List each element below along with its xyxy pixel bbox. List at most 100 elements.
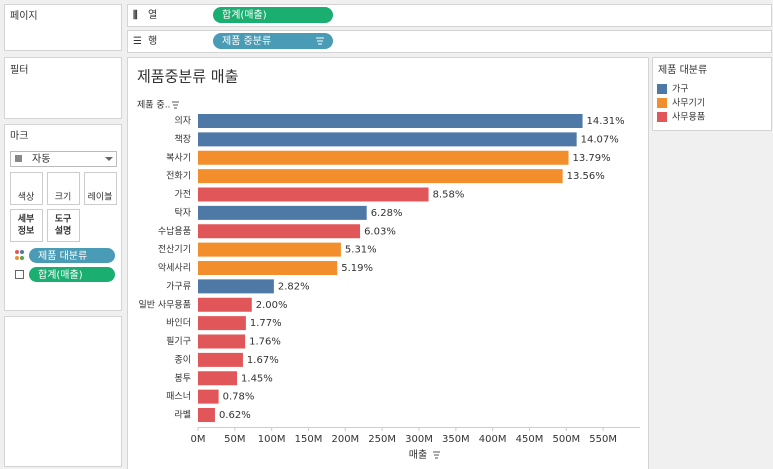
bar xyxy=(198,187,429,202)
bar xyxy=(198,169,563,184)
data-label: 13.56% xyxy=(567,171,605,182)
mark-button-label: 색상 xyxy=(18,192,35,203)
sort-icon xyxy=(433,451,440,459)
data-label: 14.07% xyxy=(581,134,619,145)
label-pill[interactable] xyxy=(29,267,115,282)
y-tick-label: 악세사리 xyxy=(158,262,191,274)
legend-card xyxy=(652,57,772,131)
legend-swatch xyxy=(657,98,667,108)
rows-label: 행 xyxy=(148,35,157,47)
mark-button-label: 크기 xyxy=(55,192,72,203)
mark-button-label: 도구 xyxy=(55,214,72,225)
mark-button[interactable] xyxy=(84,172,117,205)
legend-label: 사무기기 xyxy=(672,98,705,109)
data-label: 2.82% xyxy=(278,281,310,292)
color-icon xyxy=(20,250,24,254)
bar xyxy=(198,242,341,257)
columns-label: 열 xyxy=(148,9,157,21)
data-label: 6.28% xyxy=(371,208,403,219)
bar xyxy=(198,150,569,165)
rows-pill-label: 제품 중분류 xyxy=(222,35,271,47)
bar xyxy=(198,408,215,422)
data-label: 5.19% xyxy=(341,263,373,274)
columns-icon: ⫼ xyxy=(133,9,138,21)
rows-pill[interactable] xyxy=(213,33,333,49)
data-label: 1.67% xyxy=(247,355,279,366)
mark-button[interactable] xyxy=(47,209,80,242)
legend-label: 가구 xyxy=(672,84,689,95)
columns-pill[interactable] xyxy=(213,7,333,23)
data-label: 8.58% xyxy=(433,190,465,201)
row-header: 제품 중.. xyxy=(137,100,170,111)
sort-icon xyxy=(316,37,324,45)
marks-label: 마크 xyxy=(10,130,28,142)
y-tick-label: 탁자 xyxy=(174,206,191,218)
empty-card xyxy=(4,316,122,467)
y-tick-label: 가구류 xyxy=(166,281,191,292)
y-tick-label: 책장 xyxy=(174,133,191,145)
data-label: 1.76% xyxy=(249,337,281,348)
y-tick-label: 종이 xyxy=(174,354,191,365)
data-label: 1.77% xyxy=(250,318,282,329)
pages-card xyxy=(4,4,122,51)
data-label: 14.31% xyxy=(587,116,625,127)
bar xyxy=(198,352,243,367)
bar xyxy=(198,371,238,386)
mark-button-label: 정보 xyxy=(18,225,35,237)
bar xyxy=(198,297,252,312)
x-tick-label: 150M xyxy=(295,434,323,445)
x-tick-label: 0M xyxy=(191,434,206,445)
color-icon xyxy=(15,256,19,260)
mark-type-icon xyxy=(15,155,22,162)
y-tick-label: 전화기 xyxy=(166,171,191,182)
y-tick-label: 라벨 xyxy=(174,410,191,421)
sort-icon xyxy=(172,101,179,109)
color-pill[interactable] xyxy=(29,248,115,263)
y-tick-label: 수납용품 xyxy=(158,226,191,237)
filters-label: 필터 xyxy=(10,64,28,76)
y-tick-label: 복사기 xyxy=(166,152,191,163)
x-tick-label: 550M xyxy=(589,434,617,445)
mark-button[interactable] xyxy=(47,172,80,205)
data-label: 5.31% xyxy=(345,245,377,256)
mark-button[interactable] xyxy=(10,209,43,242)
color-pill-label: 제품 대분류 xyxy=(38,250,87,262)
bar xyxy=(198,389,219,404)
data-label: 13.79% xyxy=(573,153,611,164)
mark-type: 자동 xyxy=(32,153,50,165)
bar xyxy=(198,224,361,239)
y-tick-label: 의자 xyxy=(174,116,191,127)
x-tick-label: 200M xyxy=(331,434,359,445)
legend-label: 사무용품 xyxy=(672,112,705,123)
data-label: 2.00% xyxy=(256,300,288,311)
bar xyxy=(198,132,577,147)
chart-title: 제품중분류 매출 xyxy=(137,68,238,86)
y-tick-label: 전산기기 xyxy=(158,244,191,255)
color-icon xyxy=(15,250,19,254)
legend-title: 제품 대분류 xyxy=(658,64,707,76)
columns-pill-label: 합계(매출) xyxy=(222,9,267,21)
x-axis-title: 매출 xyxy=(409,449,427,461)
bar xyxy=(198,334,246,349)
mark-type-dropdown[interactable] xyxy=(10,151,117,167)
bar xyxy=(198,205,367,220)
legend-swatch xyxy=(657,84,667,94)
bar xyxy=(198,114,583,128)
mark-button-label: 설명 xyxy=(55,225,72,237)
bar xyxy=(198,316,246,331)
y-tick-label: 바인더 xyxy=(166,318,191,329)
label-icon xyxy=(15,270,24,279)
x-tick-label: 450M xyxy=(516,434,544,445)
x-tick-label: 400M xyxy=(479,434,507,445)
x-tick-label: 300M xyxy=(405,434,433,445)
x-tick-label: 500M xyxy=(552,434,580,445)
mark-button[interactable] xyxy=(10,172,43,205)
mark-button-label: 레이블 xyxy=(88,192,113,203)
mark-button-label: 세부 xyxy=(18,213,35,225)
data-label: 1.45% xyxy=(241,373,273,384)
pages-label: 페이지 xyxy=(10,10,38,22)
data-label: 0.62% xyxy=(219,410,251,421)
